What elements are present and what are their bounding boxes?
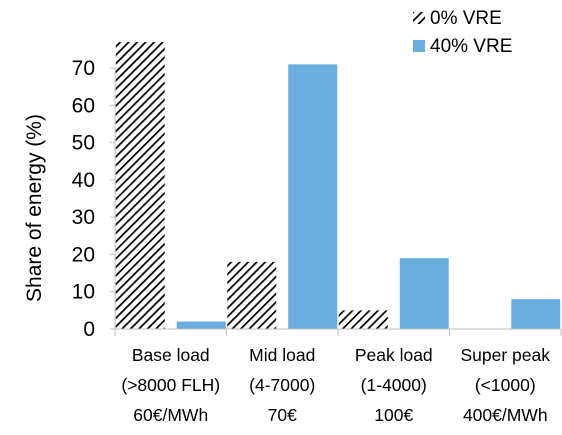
- y-axis: 0 10 20 30 40 50 60 70: [72, 57, 116, 341]
- bars: [115, 42, 561, 329]
- x-axis: Base load (>8000 FLH) 60€/MWh Mid load (4-70…: [114, 328, 562, 425]
- bar: [338, 310, 388, 329]
- y-tick-label: 40: [72, 169, 95, 192]
- x-tick-label: (<1000): [475, 375, 536, 395]
- x-tick-label: (1-4000): [361, 375, 427, 395]
- x-tick-label: (4-7000): [249, 375, 315, 395]
- y-tick-label: 10: [72, 281, 95, 304]
- bar: [399, 258, 449, 329]
- y-tick-label: 20: [72, 243, 95, 266]
- legend-label: 40% VRE: [430, 36, 512, 57]
- x-tick-label: Base load: [132, 345, 210, 365]
- legend-swatch: [413, 12, 425, 24]
- bar: [511, 299, 561, 329]
- x-tick-label: 60€/MWh: [133, 405, 208, 425]
- bar: [115, 42, 165, 329]
- y-tick-label: 30: [72, 206, 95, 229]
- y-tick-label: 50: [72, 132, 95, 155]
- legend: 0% VRE 40% VRE: [413, 8, 512, 57]
- legend-label: 0% VRE: [430, 8, 502, 29]
- x-tick-label: 100€: [374, 405, 413, 425]
- bar: [227, 261, 277, 329]
- x-tick-label: 400€/MWh: [463, 405, 548, 425]
- x-tick-label: (>8000 FLH): [121, 375, 220, 395]
- bar: [176, 321, 226, 329]
- x-tick-label: 70€: [268, 405, 297, 425]
- y-axis-label: Share of energy (%): [23, 114, 46, 302]
- legend-swatch: [413, 40, 425, 52]
- y-tick-label: 60: [72, 94, 95, 117]
- x-tick-label: Peak load: [355, 345, 433, 365]
- bar: [288, 64, 338, 329]
- x-tick-label: Mid load: [249, 345, 315, 365]
- x-tick-label: Super peak: [460, 345, 550, 365]
- y-tick-label: 0: [83, 318, 95, 341]
- y-tick-label: 70: [72, 57, 95, 80]
